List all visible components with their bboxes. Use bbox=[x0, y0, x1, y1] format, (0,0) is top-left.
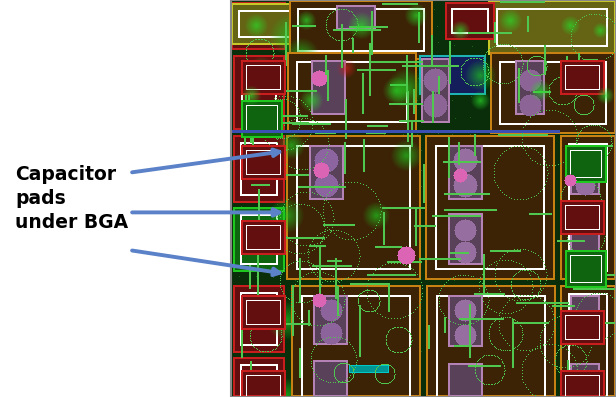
Text: Capacitor
pads
under BGA: Capacitor pads under BGA bbox=[15, 166, 129, 231]
Bar bbox=[231, 0, 616, 397]
